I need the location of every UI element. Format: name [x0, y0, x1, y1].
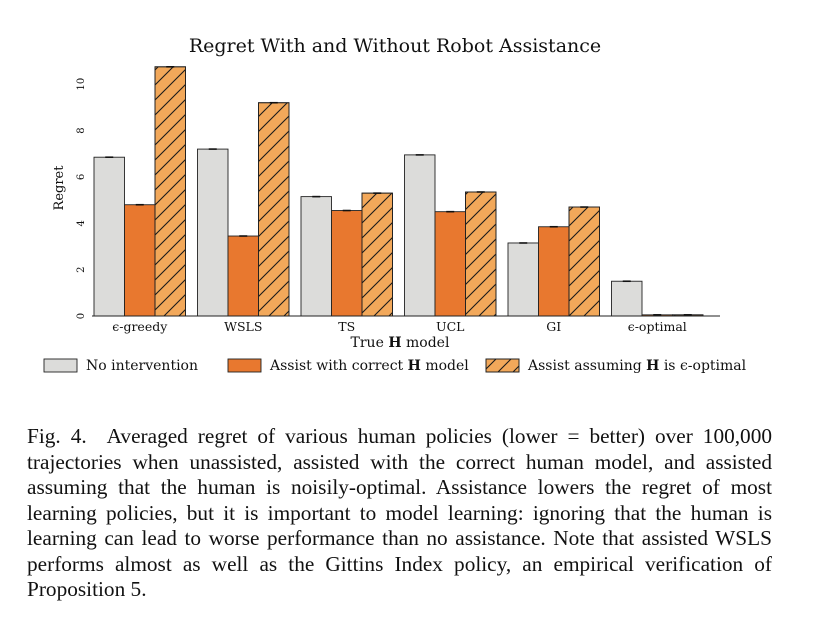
bar — [227, 235, 259, 317]
legend-swatch — [43, 358, 78, 373]
bar — [538, 226, 570, 317]
y-tick-label: 4 — [76, 220, 87, 226]
y-axis: 0 2 4 6 8 10 — [76, 78, 87, 319]
legend-label: Assist assuming H is ϵ-optimal — [527, 358, 747, 374]
bar — [300, 196, 332, 317]
legend-label: No intervention — [86, 358, 198, 374]
figure-chart: Regret With and Without Robot Assistance… — [43, 35, 747, 374]
x-tick-label: TS — [338, 319, 355, 334]
bar-hatch — [258, 102, 290, 317]
chart-title: Regret With and Without Robot Assistance — [189, 35, 601, 57]
figure-caption: Fig. 4. Averaged regret of various human… — [27, 424, 772, 603]
bar-series — [93, 65, 704, 317]
caption-text: Averaged regret of various human policie… — [27, 424, 773, 601]
y-tick-label: 8 — [76, 127, 87, 133]
x-axis-label-bold: H — [388, 335, 401, 351]
caption-label: Fig. 4. — [27, 424, 87, 448]
bar — [197, 148, 229, 317]
y-tick-label: 6 — [76, 174, 87, 180]
bar — [507, 242, 539, 317]
x-axis-label-suffix: model — [402, 335, 450, 351]
bar — [93, 156, 125, 317]
legend-label: Assist with correct H model — [269, 358, 469, 374]
x-tick-label: UCL — [436, 319, 464, 334]
bar — [611, 280, 643, 317]
bar — [331, 210, 363, 317]
bar-hatch — [361, 192, 393, 317]
legend-swatch — [227, 358, 262, 373]
x-tick-label: ϵ-optimal — [628, 319, 687, 334]
bar-hatch — [568, 206, 600, 317]
legend-swatch-hatch — [485, 358, 520, 373]
x-axis: ϵ-greedy WSLS TS UCL GI ϵ-optimal — [112, 319, 687, 334]
x-tick-label: WSLS — [224, 319, 262, 334]
bar-hatch — [465, 191, 497, 317]
bar-hatch — [154, 66, 186, 317]
y-tick-label: 10 — [76, 78, 87, 91]
bar — [434, 211, 466, 317]
x-tick-label: GI — [546, 319, 561, 334]
legend: No intervention Assist with correct H mod… — [43, 358, 747, 374]
bar — [404, 154, 436, 317]
y-tick-label: 2 — [76, 266, 87, 272]
y-tick-label: 0 — [76, 313, 87, 319]
x-axis-label: True H model — [351, 335, 450, 351]
x-tick-label: ϵ-greedy — [112, 319, 168, 334]
regret-bar-chart: Regret With and Without Robot Assistance… — [43, 35, 747, 374]
y-axis-label: Regret — [52, 165, 67, 211]
x-axis-label-prefix: True — [351, 335, 389, 351]
bar — [124, 204, 156, 317]
